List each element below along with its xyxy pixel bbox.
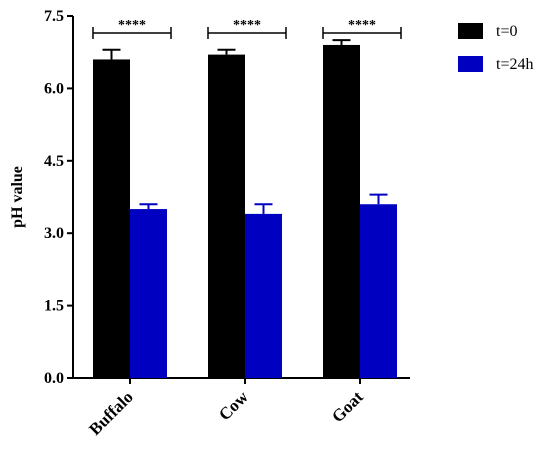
bar-t=24h <box>130 209 167 378</box>
plot-area: 0.0 1.5 3.0 4.5 6.0 7.5 Buffalo **** Cow **** Goat… <box>44 8 410 439</box>
legend-label: t=24h <box>496 56 533 73</box>
y-tick-label: 3.0 <box>44 225 64 242</box>
x-tick-label: Goat <box>328 387 367 426</box>
bar-t=0 <box>323 44 360 379</box>
x-tick-label: Buffalo <box>85 387 137 439</box>
bar-t=24h <box>360 204 397 378</box>
legend: t=0 t=24h <box>458 23 533 73</box>
y-axis-title: pH value <box>9 166 26 228</box>
y-tick-label: 6.0 <box>44 80 64 97</box>
y-tick-label: 7.5 <box>44 8 64 25</box>
y-tick-label: 4.5 <box>44 153 64 170</box>
y-tick-label: 1.5 <box>44 298 64 315</box>
y-tick-label: 0.0 <box>44 370 64 387</box>
x-tick-label: Cow <box>215 387 252 424</box>
bar-t=0 <box>93 59 130 378</box>
legend-swatch <box>458 56 483 72</box>
bar-t=24h <box>245 213 282 378</box>
significance-label: **** <box>233 18 261 33</box>
bar-t=0 <box>208 54 245 378</box>
legend-swatch <box>458 23 483 39</box>
legend-label: t=0 <box>496 23 517 40</box>
significance-label: **** <box>118 18 146 33</box>
significance-label: **** <box>348 18 376 33</box>
